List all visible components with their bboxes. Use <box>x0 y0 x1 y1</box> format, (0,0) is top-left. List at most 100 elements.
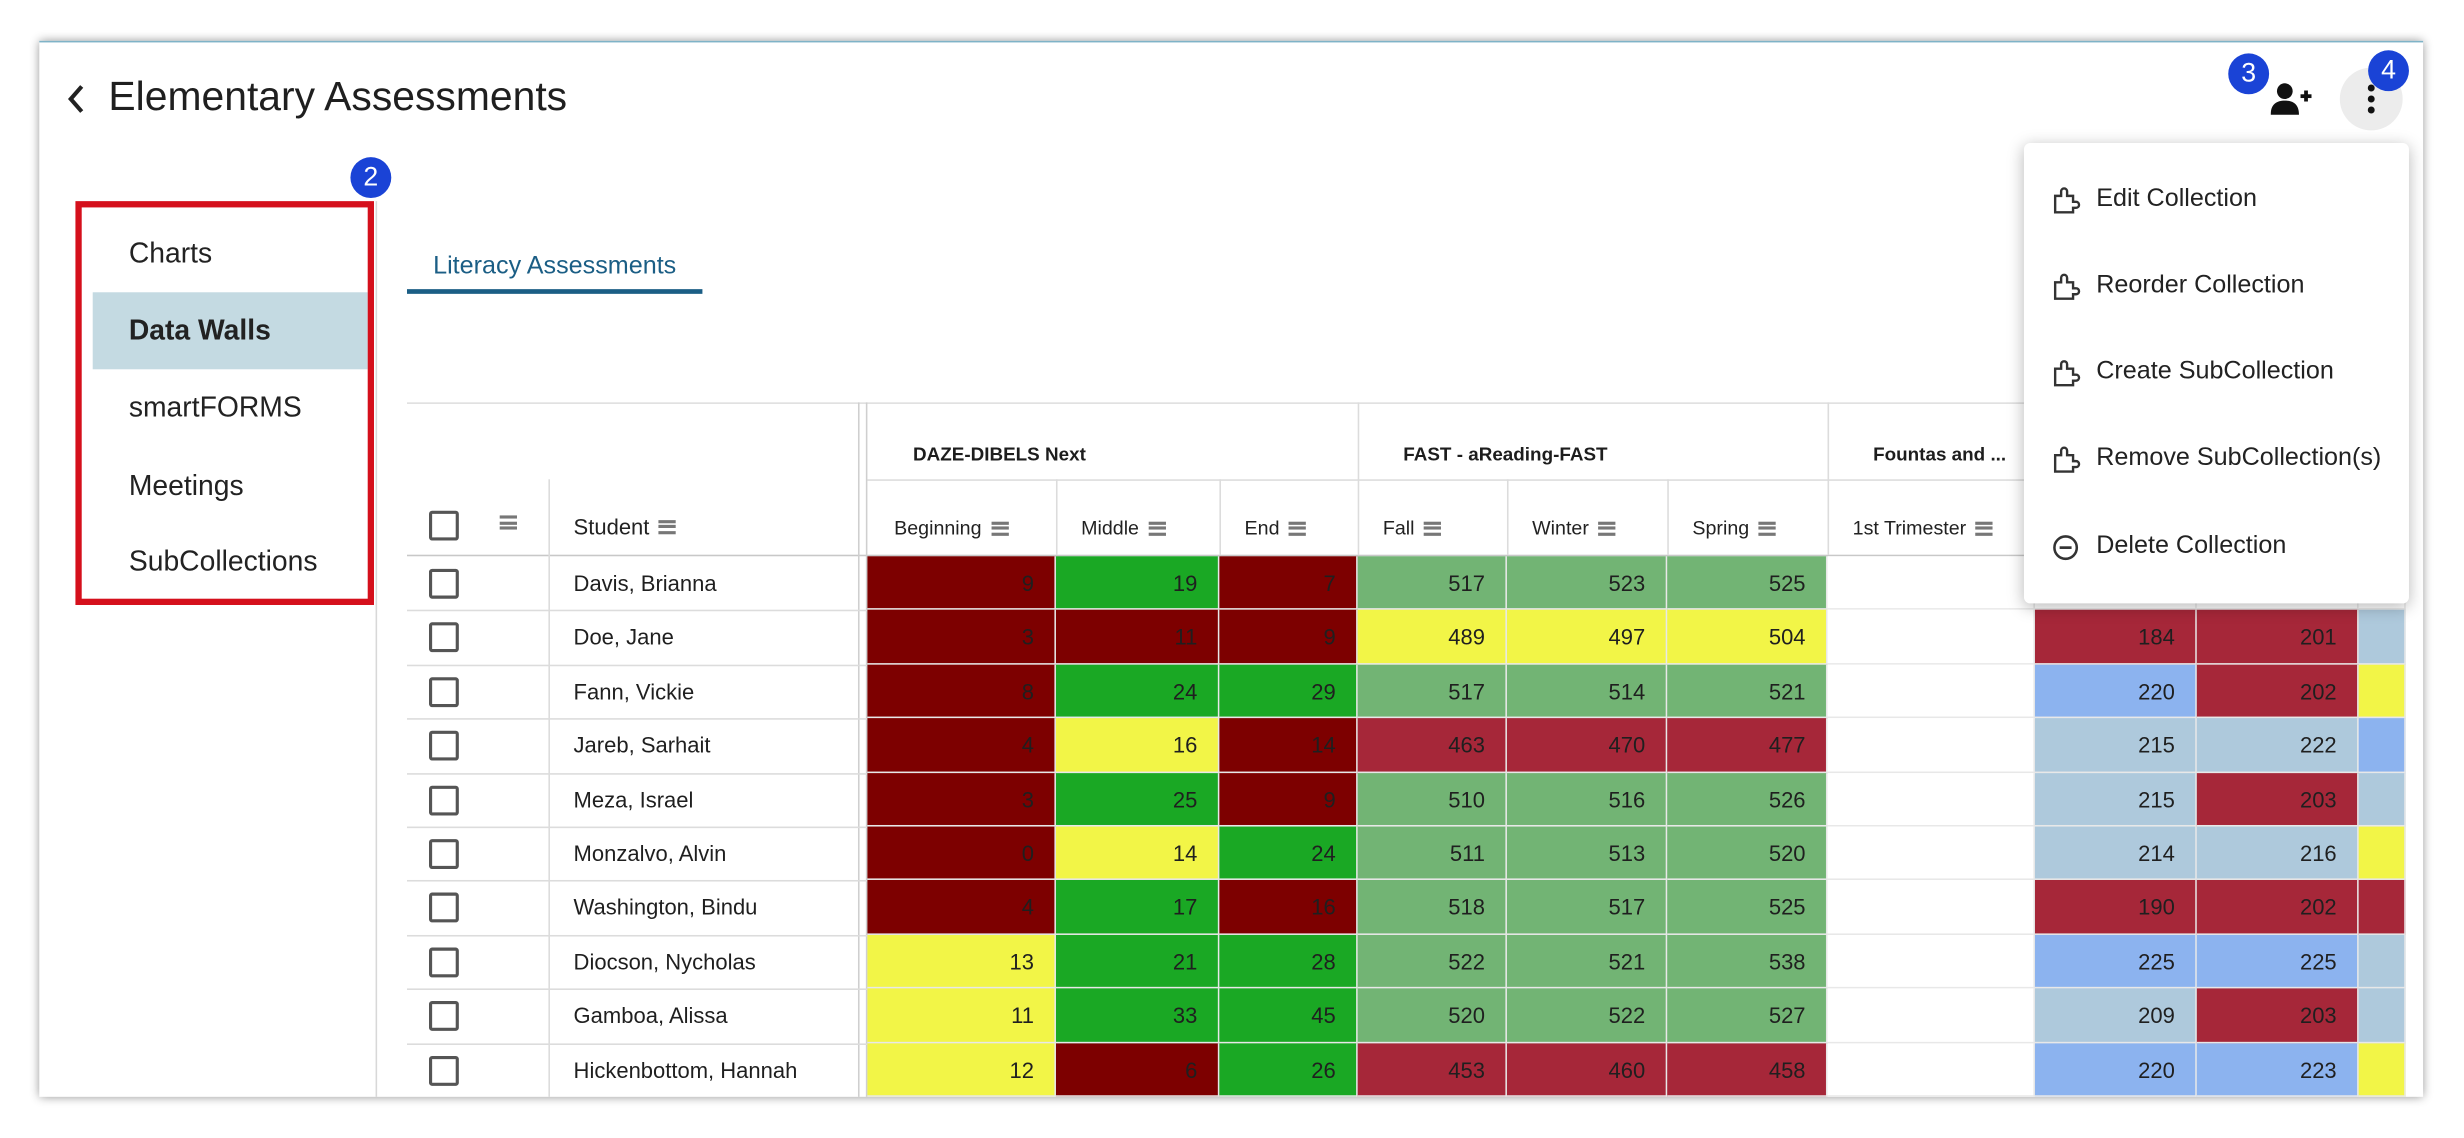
score-cell <box>1827 610 2035 665</box>
student-name[interactable]: Hickenbottom, Hannah <box>573 1056 798 1083</box>
row-checkbox[interactable] <box>428 785 459 815</box>
sidebar-item-data-walls[interactable]: Data Walls <box>92 292 368 370</box>
score-cell: 538 <box>1667 934 1828 989</box>
score-cell: 33 <box>1055 988 1220 1043</box>
column-menu-icon <box>1148 520 1166 536</box>
step-badge-2: 2 <box>350 157 392 198</box>
tab-literacy-assessments[interactable]: Literacy Assessments <box>433 252 677 280</box>
student-name[interactable]: Diocson, Nycholas <box>573 948 756 974</box>
col-header-beginning[interactable]: Beginning <box>894 516 1009 539</box>
menu-item-edit-collection[interactable]: Edit Collection <box>2024 168 2409 231</box>
menu-item-label: Create SubCollection <box>2096 358 2334 385</box>
sidebar-item-subcollections[interactable]: SubCollections <box>128 545 318 577</box>
row-checkbox[interactable] <box>428 839 459 869</box>
column-menu-icon <box>658 519 677 534</box>
score-cell <box>1827 880 2035 935</box>
row-checkbox[interactable] <box>428 676 459 707</box>
active-tab-underline <box>406 289 703 294</box>
student-name[interactable]: Meza, Israel <box>573 786 694 812</box>
row-checkbox[interactable] <box>428 568 459 599</box>
score-cell: 19 <box>1055 556 1220 611</box>
column-menu-icon <box>1758 520 1776 536</box>
menu-item-label: Remove SubCollection(s) <box>2096 444 2382 472</box>
col-divider <box>1667 479 1669 555</box>
score-cell: 17 <box>1055 880 1220 935</box>
score-cell: 24 <box>1055 664 1220 719</box>
group-divider-2 <box>1827 402 1830 555</box>
menu-item-create-subcollection[interactable]: Create SubCollection <box>2024 341 2409 404</box>
col-header-winter[interactable]: Winter <box>1532 517 1616 539</box>
score-cell: 510 <box>1357 772 1507 827</box>
row-checkbox[interactable] <box>428 1001 459 1032</box>
student-name[interactable]: Davis, Brianna <box>573 570 717 596</box>
row-menu-button[interactable] <box>499 515 517 530</box>
score-cell: 3 <box>867 610 1056 665</box>
score-cell: 6 <box>1055 1042 1220 1097</box>
score-cell <box>1827 934 2035 989</box>
page-title: Elementary Assessments <box>108 72 568 120</box>
row-checkbox[interactable] <box>428 947 459 978</box>
score-cell: 14 <box>1055 826 1220 881</box>
menu-item-delete-collection[interactable]: Delete Collection <box>2024 515 2409 578</box>
col-header-middle[interactable]: Middle <box>1081 517 1166 539</box>
col-header-fall[interactable]: Fall <box>1383 517 1442 539</box>
col-header-label: Beginning <box>894 516 982 539</box>
select-all-checkbox[interactable] <box>428 510 459 541</box>
puzzle-icon <box>2053 272 2081 300</box>
column-menu-icon <box>1975 520 1993 536</box>
frozen-column-divider <box>857 402 860 1097</box>
menu-item-label: Reorder Collection <box>2096 271 2305 299</box>
score-cell <box>2358 880 2406 935</box>
menu-item-label: Edit Collection <box>2096 185 2257 213</box>
score-cell: 11 <box>867 988 1056 1043</box>
student-name[interactable]: Monzalvo, Alvin <box>573 840 727 866</box>
score-cell: 25 <box>1055 772 1220 827</box>
minus-circle-icon <box>2053 534 2079 560</box>
score-cell: 223 <box>2196 1042 2359 1097</box>
score-cell: 201 <box>2196 610 2359 665</box>
sidebar-item-meetings[interactable]: Meetings <box>128 469 244 502</box>
col-header-1st-trimester[interactable]: 1st Trimester <box>1853 517 1993 539</box>
student-name[interactable]: Fann, Vickie <box>573 678 695 704</box>
col-header-end[interactable]: End <box>1245 517 1307 539</box>
score-cell <box>2358 988 2406 1043</box>
col-header-label: Student <box>573 513 650 539</box>
group-header-fountas: Fountas and ... <box>1873 443 2007 466</box>
puzzle-icon <box>2053 186 2081 213</box>
score-cell: 517 <box>1357 556 1507 611</box>
col-header-student[interactable]: Student <box>574 514 677 539</box>
score-cell <box>1827 988 2035 1043</box>
score-cell: 215 <box>2034 718 2197 773</box>
score-cell: 29 <box>1219 664 1358 719</box>
column-menu-icon <box>990 520 1009 536</box>
row-checkbox[interactable] <box>428 893 459 924</box>
row-checkbox[interactable] <box>428 730 459 761</box>
score-cell <box>1827 718 2035 773</box>
score-cell: 215 <box>2034 772 2197 827</box>
row-checkbox[interactable] <box>428 622 459 653</box>
sidebar-item-charts[interactable]: Charts <box>128 237 213 269</box>
column-menu-icon <box>499 515 517 530</box>
col-divider <box>1055 479 1058 555</box>
score-cell: 522 <box>1357 934 1507 989</box>
score-cell: 203 <box>2196 772 2359 827</box>
score-cell: 225 <box>2196 934 2359 989</box>
column-header-divider <box>406 554 2406 557</box>
group-header-divider <box>867 479 2406 481</box>
menu-item-remove-subcollections[interactable]: Remove SubCollection(s) <box>2024 427 2409 490</box>
add-user-button[interactable] <box>2260 68 2323 131</box>
menu-item-reorder-collection[interactable]: Reorder Collection <box>2024 255 2409 318</box>
student-name[interactable]: Doe, Jane <box>573 624 674 650</box>
sidebar-item-smartforms[interactable]: smartFORMS <box>128 391 302 423</box>
student-name[interactable]: Washington, Bindu <box>573 894 758 920</box>
score-cell: 525 <box>1667 880 1828 935</box>
row-checkbox[interactable] <box>428 1055 459 1086</box>
score-cell <box>1827 1042 2035 1097</box>
column-menu-icon <box>1288 520 1307 536</box>
back-chevron-icon[interactable] <box>61 77 92 121</box>
student-name[interactable]: Gamboa, Alissa <box>573 1002 728 1028</box>
col-header-spring[interactable]: Spring <box>1692 517 1776 539</box>
row-divider <box>406 988 868 991</box>
student-name[interactable]: Jareb, Sarhait <box>573 732 711 758</box>
score-cell: 12 <box>867 1042 1056 1097</box>
